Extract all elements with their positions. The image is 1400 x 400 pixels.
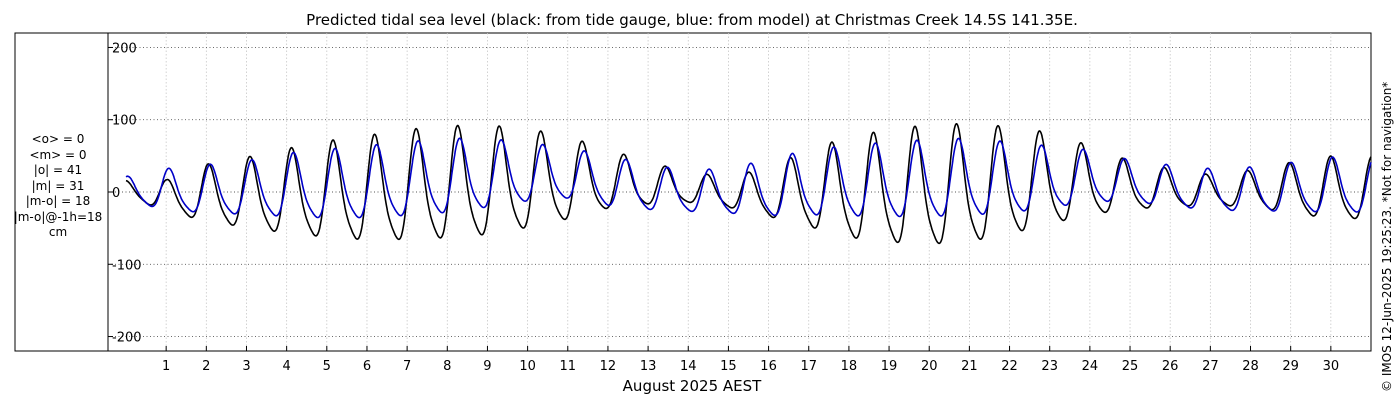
x-tick-label-17: 17 [800, 359, 817, 374]
x-tick-label-29: 29 [1282, 359, 1299, 374]
stat-mean-obs: <o> = 0 [31, 132, 85, 146]
data-series [125, 123, 1372, 245]
series-line-model [125, 137, 1372, 219]
x-tick-label-5: 5 [323, 359, 331, 374]
stat-mean-model: <m> = 0 [29, 147, 87, 162]
x-tick-label-8: 8 [443, 359, 451, 374]
x-tick-label-4: 4 [283, 359, 291, 374]
x-tick-label-26: 26 [1162, 359, 1179, 374]
stat-abs-diff: |m-o| = 18 [25, 194, 91, 208]
x-tick-label-11: 11 [560, 359, 577, 374]
x-tick-label-22: 22 [1001, 359, 1018, 374]
outer-frame [14, 32, 1372, 352]
chart-title: Predicted tidal sea level (black: from t… [306, 11, 1078, 29]
x-tick-label-7: 7 [403, 359, 411, 374]
stat-abs-obs: |o| = 41 [33, 163, 83, 177]
credit-text: © IMOS 12-Jun-2025 19:25:23. *Not for na… [1380, 81, 1394, 392]
y-tick-label-200: 200 [112, 41, 137, 56]
x-tick-label-2: 2 [202, 359, 210, 374]
x-tick-label-21: 21 [961, 359, 978, 374]
x-tick-label-6: 6 [363, 359, 371, 374]
x-tick-label-19: 19 [881, 359, 898, 374]
y-tick-label-100: 100 [112, 114, 137, 129]
statistics-panel: <o> = 0 <m> = 0 |o| = 41 |m| = 31 |m-o| … [8, 132, 108, 241]
stat-abs-model: |m| = 31 [31, 178, 85, 193]
x-tick-label-14: 14 [680, 359, 697, 374]
x-tick-label-13: 13 [640, 359, 657, 374]
stat-unit: cm [48, 225, 68, 239]
x-axis-label: August 2025 AEST [623, 377, 762, 395]
x-tick-label-1: 1 [162, 359, 170, 374]
x-tick-label-20: 20 [921, 359, 938, 374]
grid-lines [108, 33, 1371, 351]
series-line-tide-gauge [125, 123, 1372, 245]
x-tick-label-3: 3 [242, 359, 250, 374]
x-tick-label-18: 18 [841, 359, 858, 374]
x-tick-label-23: 23 [1041, 359, 1058, 374]
x-tick-label-15: 15 [720, 359, 737, 374]
x-tick-label-24: 24 [1082, 359, 1099, 374]
x-tick-label-27: 27 [1202, 359, 1219, 374]
x-tick-label-9: 9 [483, 359, 491, 374]
x-tick-label-12: 12 [600, 359, 617, 374]
x-tick-label-28: 28 [1242, 359, 1259, 374]
x-tick-label-10: 10 [519, 359, 536, 374]
y-tick-label-0: 0 [112, 186, 120, 201]
x-tick-label-30: 30 [1323, 359, 1340, 374]
y-tick-label--200: -200 [112, 331, 142, 346]
x-tick-label-16: 16 [760, 359, 777, 374]
x-tick-label-25: 25 [1122, 359, 1139, 374]
y-tick-label--100: -100 [112, 258, 142, 273]
stat-abs-diff-lag: |m-o|@-1h=18 [13, 209, 103, 224]
